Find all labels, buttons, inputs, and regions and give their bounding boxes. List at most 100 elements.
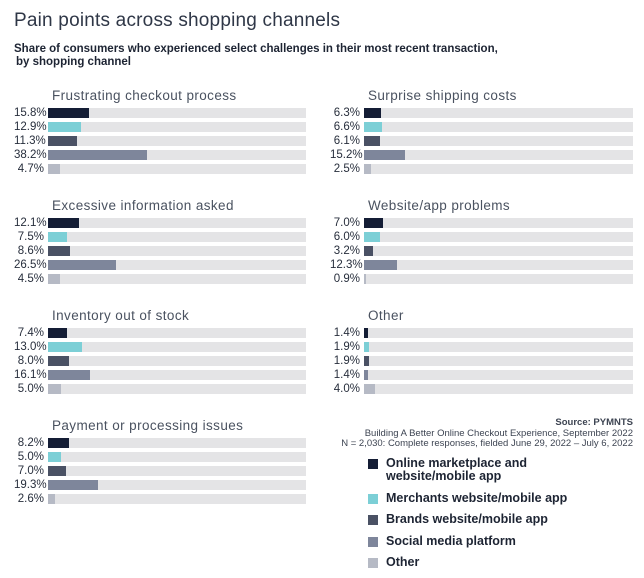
- bar: [48, 480, 98, 490]
- charts-grid: Frustrating checkout process 15.8% 12.9%…: [14, 88, 633, 578]
- subtitle-line-2: by shopping channel: [16, 55, 132, 68]
- bar: [48, 122, 82, 132]
- bar-row: 8.2%: [14, 437, 306, 449]
- bar-value-label: 8.6%: [17, 245, 44, 257]
- bar-track: [48, 342, 306, 352]
- bar-track: [364, 164, 633, 174]
- bar-row: 15.8%: [14, 107, 306, 119]
- legend-label: Online marketplace and website/mobile ap…: [386, 455, 528, 483]
- chart-excessive-information-asked: Excessive information asked 12.1% 7.5% 8…: [14, 198, 306, 285]
- bar-row: 13.0%: [14, 341, 306, 353]
- bar-value-label: 16.1%: [14, 369, 47, 381]
- bar-value-label: 19.3%: [14, 479, 47, 491]
- bar: [48, 164, 61, 174]
- bar-row: 1.9%: [330, 355, 633, 367]
- bar-row: 1.4%: [330, 369, 633, 381]
- legend-item-merchants-website: Merchants website/mobile app: [368, 491, 633, 506]
- bar-track: [364, 370, 633, 380]
- bar-row: 2.6%: [14, 493, 306, 505]
- bar: [364, 164, 371, 174]
- chart-title: Website/app problems: [368, 198, 511, 213]
- bar-track: [364, 122, 633, 132]
- bar-value-label: 11.3%: [14, 135, 46, 147]
- left-column: Frustrating checkout process 15.8% 12.9%…: [14, 88, 306, 578]
- bar: [364, 342, 370, 352]
- bar: [48, 246, 71, 256]
- bar-value-label: 3.2%: [333, 245, 360, 257]
- legend: Online marketplace and website/mobile ap…: [330, 455, 633, 570]
- bar-track: [48, 232, 306, 242]
- bar-row: 7.4%: [14, 327, 306, 339]
- bar-row: 15.2%: [330, 149, 633, 161]
- bar-row: 8.0%: [14, 355, 306, 367]
- bar: [364, 136, 381, 146]
- chart-inventory-out-of-stock: Inventory out of stock 7.4% 13.0% 8.0% 1…: [14, 308, 306, 395]
- bar: [364, 150, 405, 160]
- bar-track: [48, 452, 306, 462]
- bar-value-label: 7.0%: [333, 217, 360, 229]
- bar-row: 12.9%: [14, 121, 306, 133]
- bar-track: [364, 260, 633, 270]
- bar: [364, 260, 398, 270]
- bar-row: 6.0%: [330, 231, 633, 243]
- chart-title: Other: [368, 308, 404, 323]
- bar-track: [364, 136, 633, 146]
- bar-value-label: 26.5%: [14, 259, 47, 271]
- bar-track: [364, 246, 633, 256]
- bar-value-label: 6.1%: [333, 135, 360, 147]
- bar-value-label: 1.9%: [333, 355, 360, 367]
- bar-track: [48, 260, 306, 270]
- bar-track: [48, 164, 306, 174]
- bar-track: [48, 218, 306, 228]
- bar-value-label: 7.0%: [17, 465, 44, 477]
- bar: [48, 466, 67, 476]
- chart-title: Surprise shipping costs: [368, 88, 517, 103]
- bar-row: 4.0%: [330, 383, 633, 395]
- chart-payment-or-processing-issues: Payment or processing issues 8.2% 5.0% 7…: [14, 418, 306, 505]
- bar-value-label: 4.7%: [17, 163, 44, 175]
- bar-value-label: 7.5%: [17, 231, 44, 243]
- bar-value-label: 6.6%: [333, 121, 360, 133]
- chart-website-app-problems: Website/app problems 7.0% 6.0% 3.2% 12.3…: [330, 198, 633, 285]
- bar-value-label: 4.0%: [333, 383, 360, 395]
- bar-row: 8.6%: [14, 245, 306, 257]
- bar-row: 0.9%: [330, 273, 633, 285]
- bar-track: [364, 108, 633, 118]
- bar: [48, 274, 60, 284]
- bar-row: 6.3%: [330, 107, 633, 119]
- chart-surprise-shipping-costs: Surprise shipping costs 6.3% 6.6% 6.1% 1…: [330, 88, 633, 175]
- bar-row: 1.4%: [330, 327, 633, 339]
- bar-track: [48, 136, 306, 146]
- bar: [48, 356, 69, 366]
- bar-value-label: 38.2%: [14, 149, 47, 161]
- bar: [364, 232, 381, 242]
- bar-row: 2.5%: [330, 163, 633, 175]
- bar-row: 19.3%: [14, 479, 306, 491]
- bar: [48, 494, 55, 504]
- bar-row: 38.2%: [14, 149, 306, 161]
- bar: [48, 438, 70, 448]
- bar-value-label: 7.4%: [17, 327, 44, 339]
- bar: [48, 328, 68, 338]
- bar-value-label: 5.0%: [17, 383, 44, 395]
- bar-row: 5.0%: [14, 451, 306, 463]
- bar-track: [364, 232, 633, 242]
- legend-label: Other: [386, 555, 420, 569]
- bar-value-label: 1.4%: [333, 369, 360, 381]
- bar-value-label: 1.4%: [333, 327, 360, 339]
- subtitle: Share of consumers who experienced selec…: [14, 43, 633, 68]
- bar-row: 7.5%: [14, 231, 306, 243]
- legend-item-social-media: Social media platform: [368, 534, 633, 549]
- bar-track: [48, 150, 306, 160]
- bar: [364, 384, 375, 394]
- bar-track: [48, 356, 306, 366]
- bar: [48, 342, 82, 352]
- bar-row: 3.2%: [330, 245, 633, 257]
- bar: [48, 232, 68, 242]
- chart-title: Payment or processing issues: [52, 418, 244, 433]
- source-block: Source: PYMNTS Building A Better Online …: [330, 417, 633, 450]
- bar-track: [48, 246, 306, 256]
- bar-value-label: 13.0%: [14, 341, 47, 353]
- bar-track: [48, 384, 306, 394]
- bar-row: 7.0%: [330, 217, 633, 229]
